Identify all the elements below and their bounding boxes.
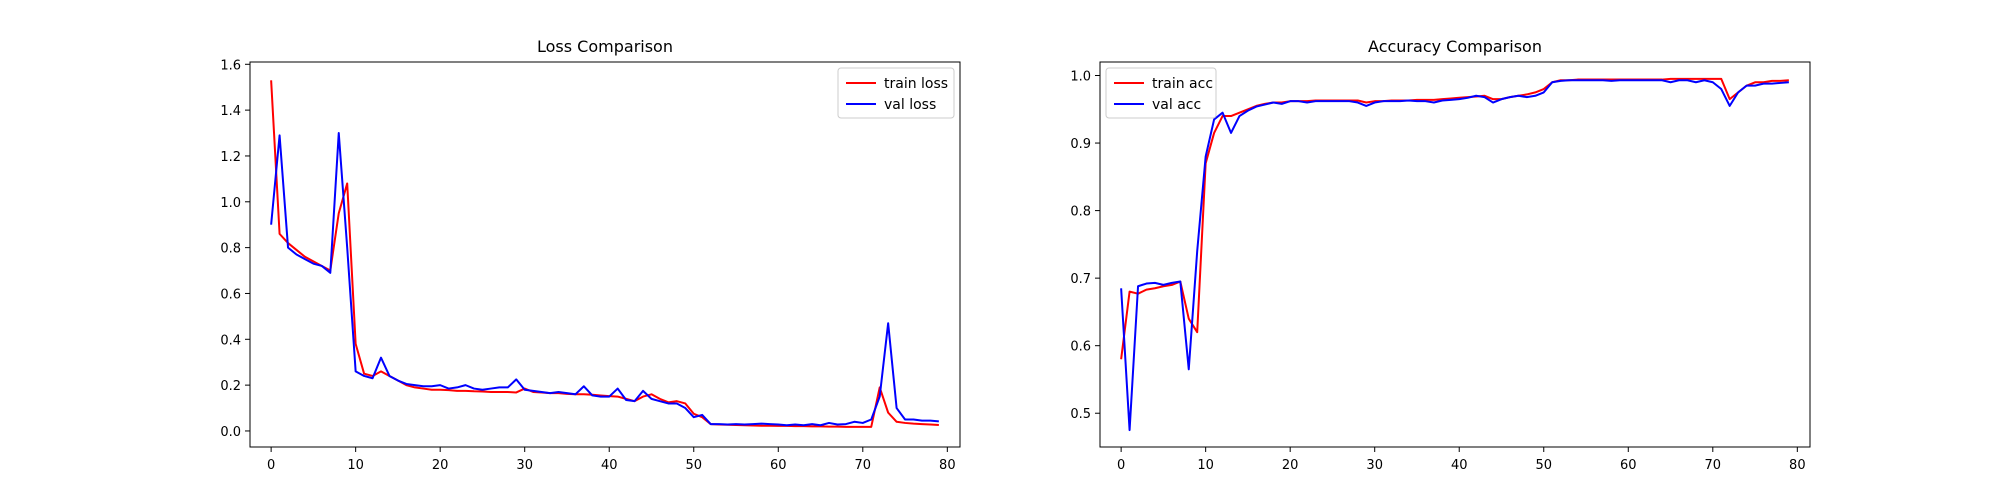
- x-tick-label: 30: [1366, 458, 1383, 473]
- y-tick-label: 0.5: [1070, 407, 1091, 422]
- series-line-val-loss: [270, 132, 939, 427]
- series-layer: [270, 80, 939, 428]
- x-tick-label: 10: [1197, 458, 1214, 473]
- y-tick-label: 0.6: [220, 287, 241, 302]
- x-tick-label: 20: [1282, 458, 1299, 473]
- y-tick-label: 0.7: [1070, 272, 1091, 287]
- series-layer: [1120, 77, 1789, 432]
- legend-label-val-acc: val acc: [1152, 97, 1201, 113]
- y-tick-label: 0.8: [220, 242, 241, 257]
- x-tick-layer: 0 10 20 30 40 50 60 70 80: [267, 447, 956, 473]
- x-tick-label: 40: [1451, 458, 1468, 473]
- x-tick-label: 80: [1789, 458, 1806, 473]
- x-tick-label: 80: [939, 458, 956, 473]
- x-tick-label: 0: [267, 458, 275, 473]
- axes-frame: [249, 61, 961, 448]
- y-tick-layer: 0.0 0.2 0.4 0.6 0.8 1.0 1.2 1.4 1.6: [220, 58, 250, 440]
- x-tick-label: 30: [516, 458, 533, 473]
- legend-label-val-loss: val loss: [884, 97, 936, 113]
- x-tick-label: 60: [1620, 458, 1637, 473]
- y-tick-label: 1.0: [220, 196, 241, 211]
- legend-box: [1105, 67, 1217, 119]
- accuracy-chart: Accuracy Comparison 0 10 20 30 40 50 60 70 80 0.…: [1070, 37, 1811, 473]
- x-tick-label: 10: [347, 458, 364, 473]
- legend: train loss val loss: [837, 67, 955, 119]
- series-line-train-acc: [1120, 77, 1789, 360]
- series-line-val-acc: [1120, 79, 1789, 432]
- x-tick-label: 50: [1535, 458, 1552, 473]
- legend-box: [837, 67, 955, 119]
- x-tick-label: 70: [1705, 458, 1722, 473]
- x-tick-label: 70: [855, 458, 872, 473]
- y-tick-label: 0.2: [220, 379, 241, 394]
- loss-chart: Loss Comparison 0 10 20 30 40 50 60 70 80 0.0 0.2…: [220, 37, 961, 473]
- y-tick-label: 0.4: [220, 333, 241, 348]
- x-tick-label: 40: [601, 458, 618, 473]
- x-tick-label: 0: [1117, 458, 1125, 473]
- axes-frame: [1099, 61, 1811, 448]
- y-tick-label: 0.8: [1070, 205, 1091, 220]
- y-tick-label: 1.4: [220, 104, 241, 119]
- x-tick-label: 50: [685, 458, 702, 473]
- legend-label-train-loss: train loss: [884, 76, 948, 92]
- y-tick-label: 1.2: [220, 150, 241, 165]
- legend-label-train-acc: train acc: [1152, 76, 1213, 92]
- legend: train acc val acc: [1105, 67, 1217, 119]
- y-tick-label: 0.0: [220, 425, 241, 440]
- y-tick-label: 0.6: [1070, 340, 1091, 355]
- x-tick-layer: 0 10 20 30 40 50 60 70 80: [1117, 447, 1806, 473]
- chart-title: Loss Comparison: [537, 37, 673, 56]
- y-tick-label: 0.9: [1070, 137, 1091, 152]
- y-tick-label: 1.0: [1070, 70, 1091, 85]
- x-tick-label: 60: [770, 458, 787, 473]
- x-tick-label: 20: [432, 458, 449, 473]
- y-tick-label: 1.6: [220, 58, 241, 73]
- y-tick-layer: 0.5 0.6 0.7 0.8 0.9 1.0: [1070, 70, 1100, 422]
- chart-title: Accuracy Comparison: [1368, 37, 1542, 56]
